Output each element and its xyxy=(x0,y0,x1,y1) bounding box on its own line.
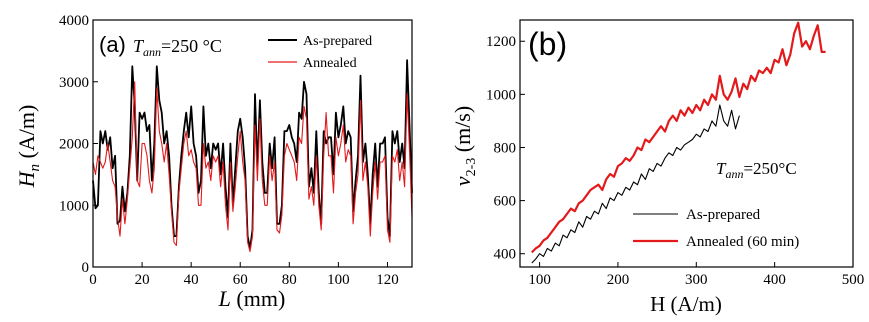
chart1-y-tick-label: 400 xyxy=(494,247,517,263)
chart1-y-tick-label: 800 xyxy=(494,140,517,156)
chart1-y-tick-label: 1000 xyxy=(486,87,516,103)
chart1-annotation: Tann=250°C xyxy=(716,159,797,181)
chart1-x-axis-label: H (A/m) xyxy=(650,292,722,316)
chart0-y-tick-label: 3000 xyxy=(59,75,89,91)
chart0-y-tick-label: 1000 xyxy=(59,198,89,214)
chart1-x-tick-label: 200 xyxy=(607,272,630,288)
chart0-x-tick-label: 20 xyxy=(135,272,150,288)
chart0-x-tick-label: 60 xyxy=(233,272,248,288)
chart1-series-line-1 xyxy=(531,21,826,254)
chart1-legend-label-1: Annealed (60 min) xyxy=(686,234,799,250)
chart0-x-tick-label: 80 xyxy=(282,272,297,288)
chart1-y-axis-label: v2-3 (m/s) xyxy=(450,106,479,186)
chart0-series-line-1 xyxy=(92,81,413,253)
chart0-y-axis-label: Hn (A/m) xyxy=(14,105,43,189)
chart0-annotation: Tann=250 °C xyxy=(133,36,222,59)
chart0-x-axis-label: L (mm) xyxy=(218,286,286,311)
chart0-legend-label-1: Annealed xyxy=(303,56,357,71)
chart1-series-line-0 xyxy=(531,104,740,264)
chart0-x-tick-label: 120 xyxy=(376,272,399,288)
chart0-legend-label-0: As-prepared xyxy=(303,34,372,49)
chart1-legend-label-0: As-prepared xyxy=(686,207,761,223)
chart1-x-tick-label: 300 xyxy=(685,272,708,288)
chart0-y-tick-label: 4000 xyxy=(59,13,89,29)
chart1-plot-frame xyxy=(519,19,854,268)
chart0-y-tick-label: 0 xyxy=(82,260,90,276)
chart0-panel-label: (a) xyxy=(99,32,126,57)
chart1-y-tick-label: 1200 xyxy=(486,34,516,50)
chart0-x-tick-label: 0 xyxy=(89,272,97,288)
chart1-x-tick-label: 500 xyxy=(842,272,865,288)
chart0-x-tick-label: 100 xyxy=(327,272,350,288)
chart1-x-tick-label: 100 xyxy=(528,272,551,288)
chart1-panel-label: (b) xyxy=(528,26,567,62)
chart1-x-tick-label: 400 xyxy=(763,272,786,288)
chart0-y-tick-label: 2000 xyxy=(59,137,89,153)
chart0-x-tick-label: 40 xyxy=(184,272,199,288)
chart1-y-tick-label: 600 xyxy=(494,194,517,210)
